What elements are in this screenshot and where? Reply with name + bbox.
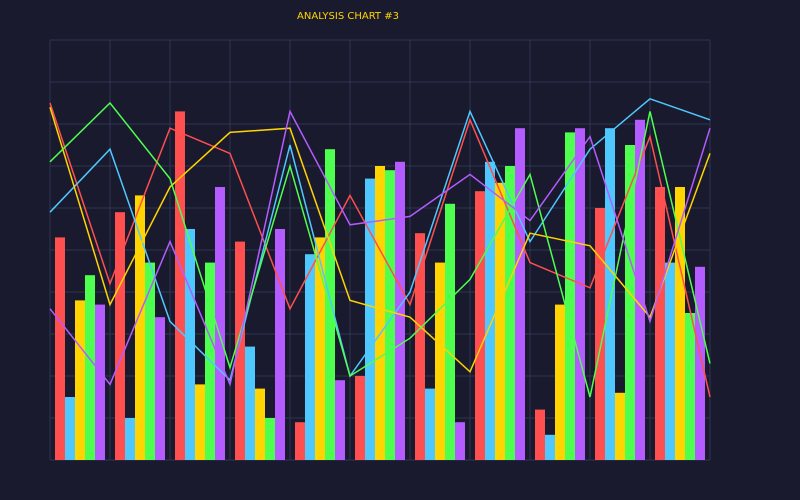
bar [355,376,365,460]
bar [195,384,205,460]
bar [135,195,145,460]
bar [245,346,255,460]
bar [125,418,135,460]
bar [545,434,555,460]
bar [375,166,385,460]
line [49,109,711,387]
bar [685,313,695,460]
bar [315,237,325,460]
bar [365,178,375,460]
bar [295,422,305,460]
bar [435,262,445,460]
bar [485,161,495,461]
bar [425,388,435,460]
bar [415,233,425,460]
bar [575,128,585,460]
bar [235,241,245,460]
bar [95,304,105,460]
line [49,102,711,398]
bar [625,145,635,460]
chart-title: ANALYSIS CHART #3 [297,11,399,22]
bar [455,422,465,460]
bar [75,300,85,460]
bar [215,187,225,460]
bar [85,275,95,460]
bar [175,111,185,461]
bar [475,191,485,460]
bar [115,212,125,460]
bar [565,132,575,460]
bar [445,203,455,461]
bar [595,208,605,460]
bar [305,254,315,460]
bar [185,229,195,460]
bar [145,262,155,460]
line [49,101,711,398]
bar [675,187,685,460]
bar [395,161,405,461]
bar [335,380,345,460]
bar [555,304,565,460]
bar [255,388,265,460]
bar [535,409,545,460]
line [49,97,711,382]
bar [495,182,505,461]
bar [155,317,165,460]
bar [265,418,275,460]
bar [515,128,525,460]
line [49,106,711,374]
bar [505,166,515,460]
bar [605,128,615,460]
bar [275,229,285,460]
bar [55,237,65,460]
bar [655,187,665,460]
bar [695,266,705,460]
bar [615,392,625,460]
bar [65,397,75,460]
bar [665,262,675,460]
bar [385,170,395,460]
